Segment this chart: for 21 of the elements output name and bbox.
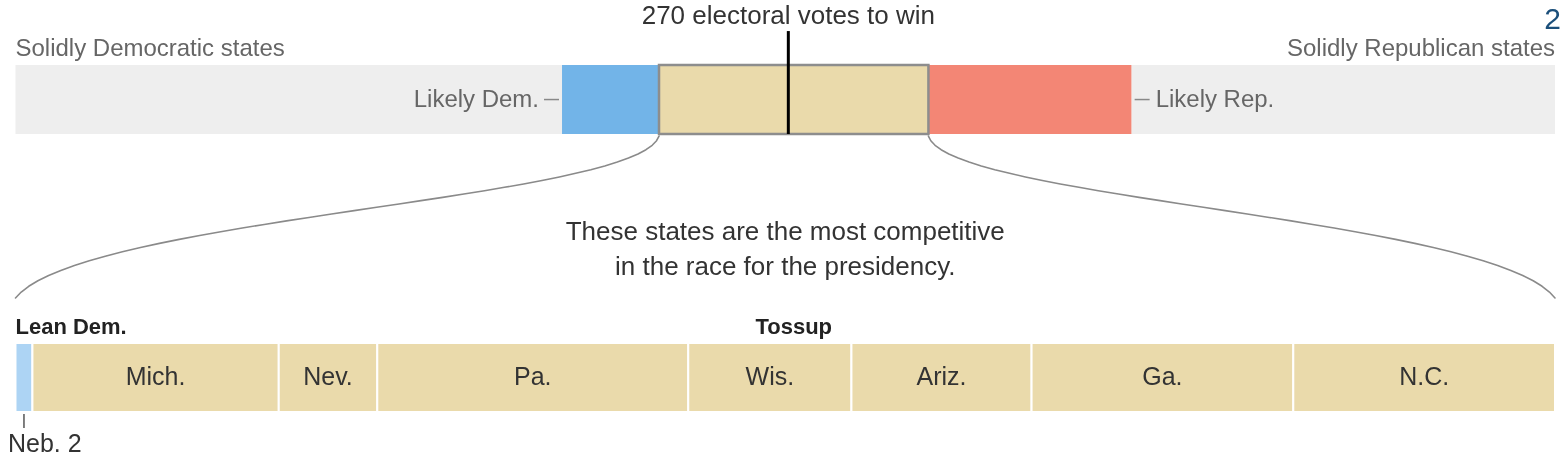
text: Tossup <box>755 313 832 339</box>
series-label: Solidly Republican states <box>1287 34 1555 62</box>
series-label: Ga. <box>1142 362 1183 391</box>
series-label: Ariz. <box>916 362 967 391</box>
series-label: Likely Rep. <box>1155 84 1275 112</box>
bar <box>1131 65 1555 135</box>
text: 2 <box>1544 2 1561 36</box>
text: Lean Dem. <box>15 313 127 339</box>
bar <box>15 65 563 135</box>
ref-line-label: 270 electoral votes to win <box>641 0 935 31</box>
text: These states are the most competitive in the race for the presidency. <box>565 216 1005 281</box>
series-label: Pa. <box>514 362 552 391</box>
series-label: N.C. <box>1399 362 1450 391</box>
series-label: Solidly Democratic states <box>15 34 285 62</box>
series-label: Wis. <box>745 362 795 391</box>
bar <box>562 65 660 135</box>
series-label: Mich. <box>125 362 186 391</box>
series-label: Neb. 2 <box>7 428 82 457</box>
series-label: Likely Dem. <box>413 84 540 112</box>
series-label: Nev. <box>303 362 353 391</box>
bar <box>928 65 1132 135</box>
